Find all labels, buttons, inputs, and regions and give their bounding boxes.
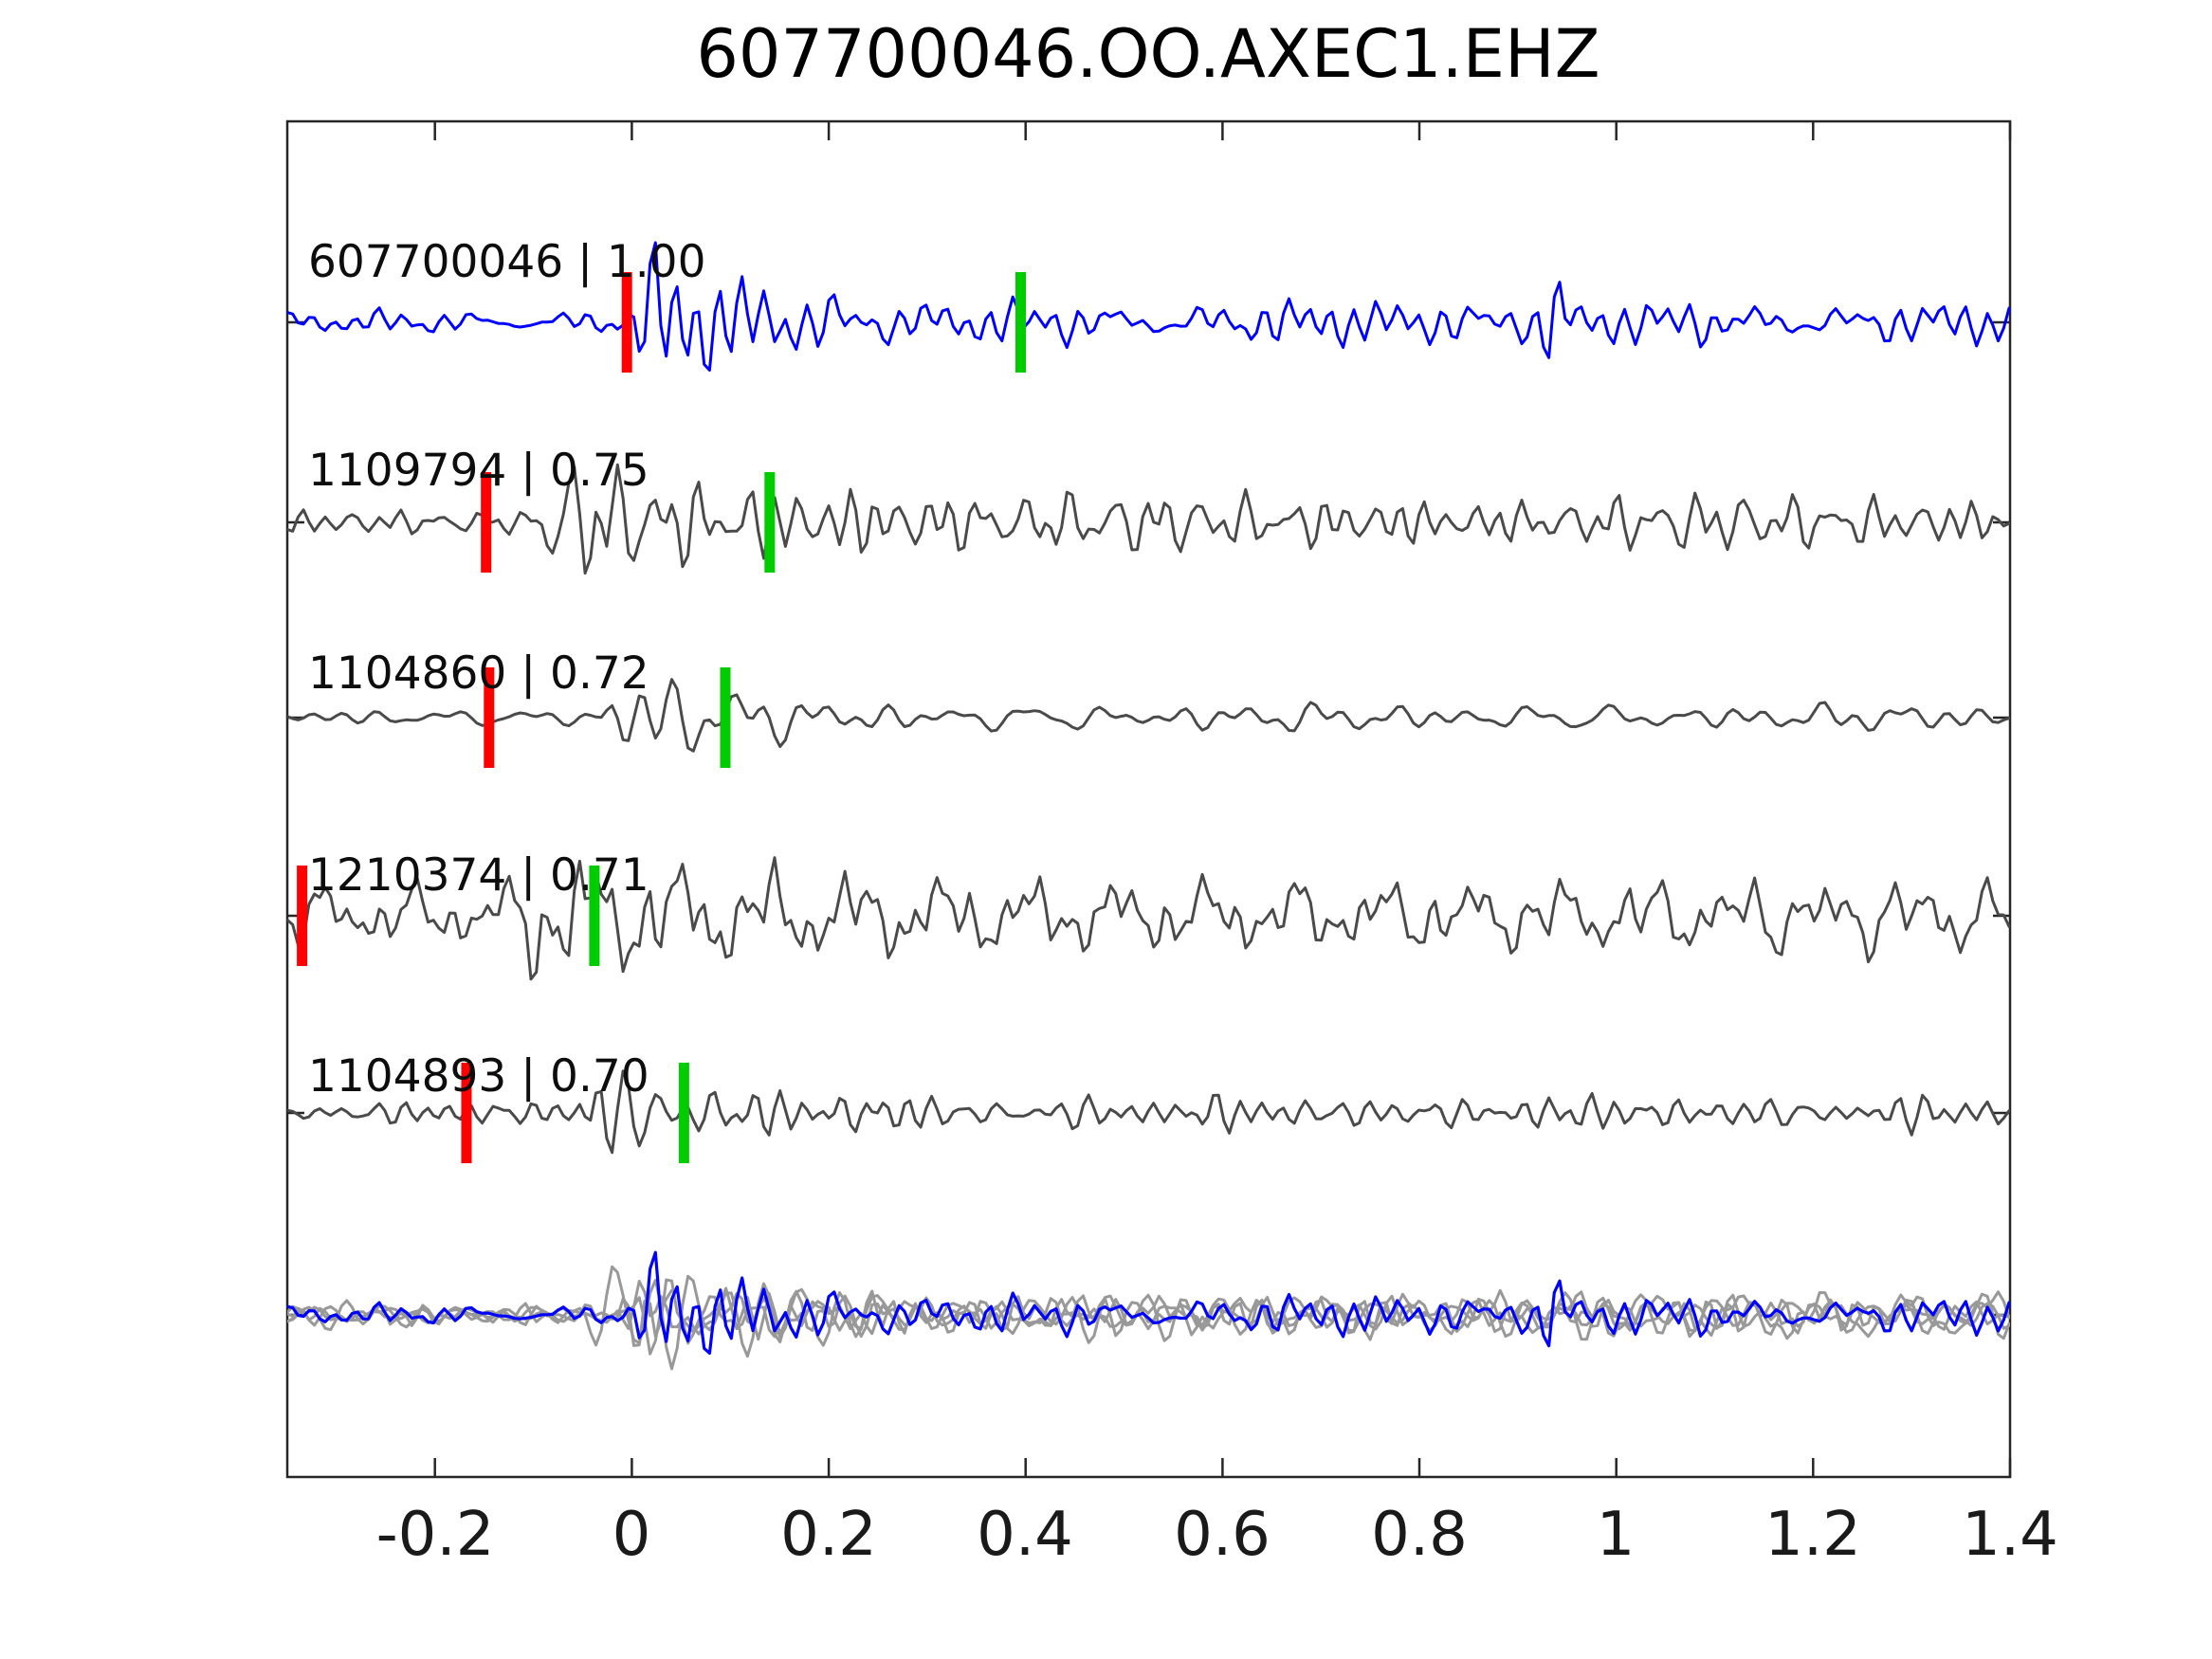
red-pick-marker-1104893 bbox=[461, 1063, 472, 1163]
overlay-gray-waveform-2 bbox=[287, 1288, 2010, 1356]
trace-label-match: 607700046 | 1.00 bbox=[308, 236, 706, 288]
green-pick-marker-1104893 bbox=[678, 1063, 689, 1163]
xtick-label: 1.2 bbox=[1764, 1500, 1861, 1570]
pick-markers bbox=[297, 272, 1026, 1163]
overlay-gray-waveform-1 bbox=[287, 1280, 2010, 1341]
green-pick-marker-1104860 bbox=[720, 667, 731, 768]
axis-ticks bbox=[287, 121, 2012, 1477]
plot-frame bbox=[285, 119, 2012, 1479]
red-pick-marker-607700046 bbox=[621, 272, 632, 373]
red-pick-marker-1109794 bbox=[481, 472, 492, 573]
xtick-label: 0.8 bbox=[1371, 1500, 1468, 1570]
red-pick-marker-1104860 bbox=[484, 667, 495, 768]
trace-label-template-4: 1104893 | 0.70 bbox=[308, 1050, 649, 1103]
trace-label-template-3: 1210374 | 0.71 bbox=[308, 849, 649, 902]
waveform-607700046 bbox=[287, 241, 2010, 372]
xtick-label: 1.4 bbox=[1962, 1500, 2058, 1570]
overlay-blue-waveform bbox=[287, 1250, 2010, 1355]
figure-title: 607700046.OO.AXEC1.EHZ bbox=[696, 15, 1600, 93]
waveform-1210374 bbox=[287, 856, 2010, 981]
trace-label-template-2: 1104860 | 0.72 bbox=[308, 647, 649, 700]
trace-label-template-1: 1109794 | 0.75 bbox=[308, 445, 649, 497]
waveform-1104860 bbox=[287, 678, 2010, 753]
red-pick-marker-1210374 bbox=[297, 866, 308, 966]
xtick-label: 1 bbox=[1596, 1500, 1636, 1570]
green-pick-marker-607700046 bbox=[1015, 272, 1026, 373]
xtick-label: 0.2 bbox=[780, 1500, 877, 1570]
xtick-label: -0.2 bbox=[375, 1500, 495, 1570]
xtick-label: 0.4 bbox=[977, 1500, 1073, 1570]
overlay-gray-waveform-3 bbox=[287, 1265, 2010, 1371]
xtick-label: 0.6 bbox=[1174, 1500, 1271, 1570]
waveforms bbox=[287, 241, 2010, 1371]
green-pick-marker-1109794 bbox=[764, 472, 776, 573]
green-pick-marker-1210374 bbox=[589, 866, 600, 966]
waveform-1109794 bbox=[287, 463, 2010, 575]
xtick-label: 0 bbox=[612, 1500, 651, 1570]
waveform-1104893 bbox=[287, 1069, 2010, 1155]
